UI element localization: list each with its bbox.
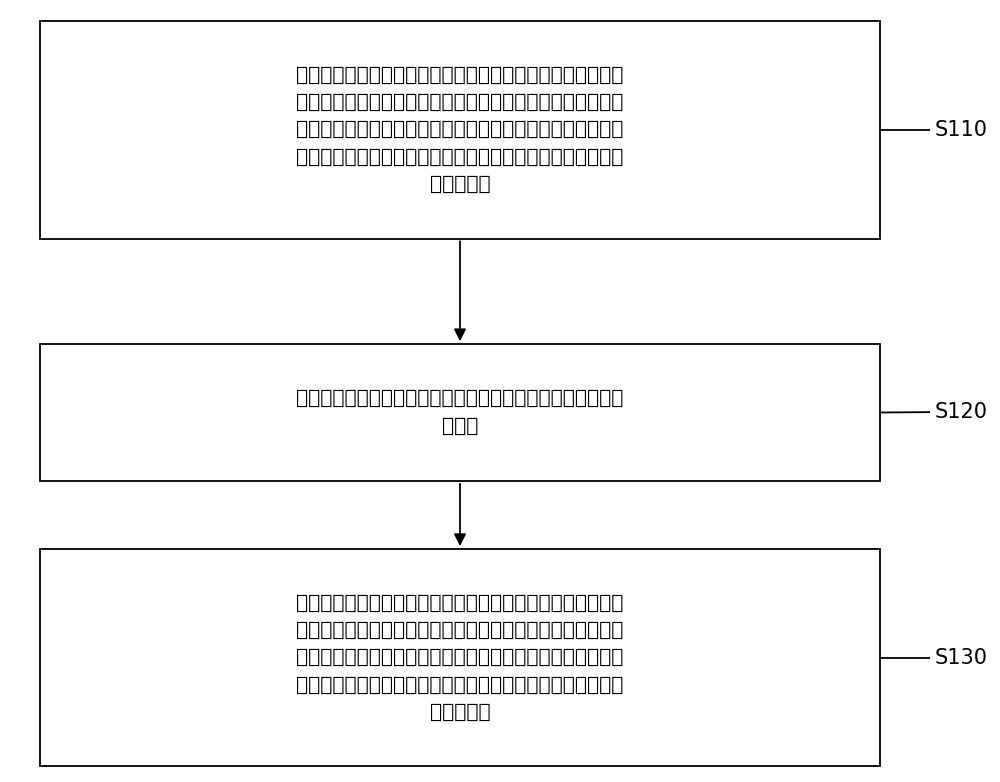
Text: S120: S120 [935, 402, 988, 422]
FancyBboxPatch shape [40, 549, 880, 766]
Text: S130: S130 [935, 647, 988, 668]
Text: 将收到反馈的所述同步信号时所述第一芯片的相位计数值和所
述预定时间发送至所述第二芯片，以使所述第二芯片根据所述
收到反馈的所述同步信号时所述第一芯片的相位计数值: 将收到反馈的所述同步信号时所述第一芯片的相位计数值和所 述预定时间发送至所述第二… [296, 594, 624, 722]
FancyBboxPatch shape [40, 344, 880, 481]
FancyBboxPatch shape [40, 21, 880, 239]
Text: 获取输出至所述第一芯片管脚的所述同步信号并反馈给所述第
一芯片: 获取输出至所述第一芯片管脚的所述同步信号并反馈给所述第 一芯片 [296, 389, 624, 436]
Text: S110: S110 [935, 120, 988, 140]
Text: 按照预定时间向第二芯片发送同步信号，以使所述第二芯片在
接收到所述同步信号时记录所述第二芯片的时钟信号对应的相
位计数值；其中，所述预定时间为发送所述同步信号时: 按照预定时间向第二芯片发送同步信号，以使所述第二芯片在 接收到所述同步信号时记录… [296, 66, 624, 194]
